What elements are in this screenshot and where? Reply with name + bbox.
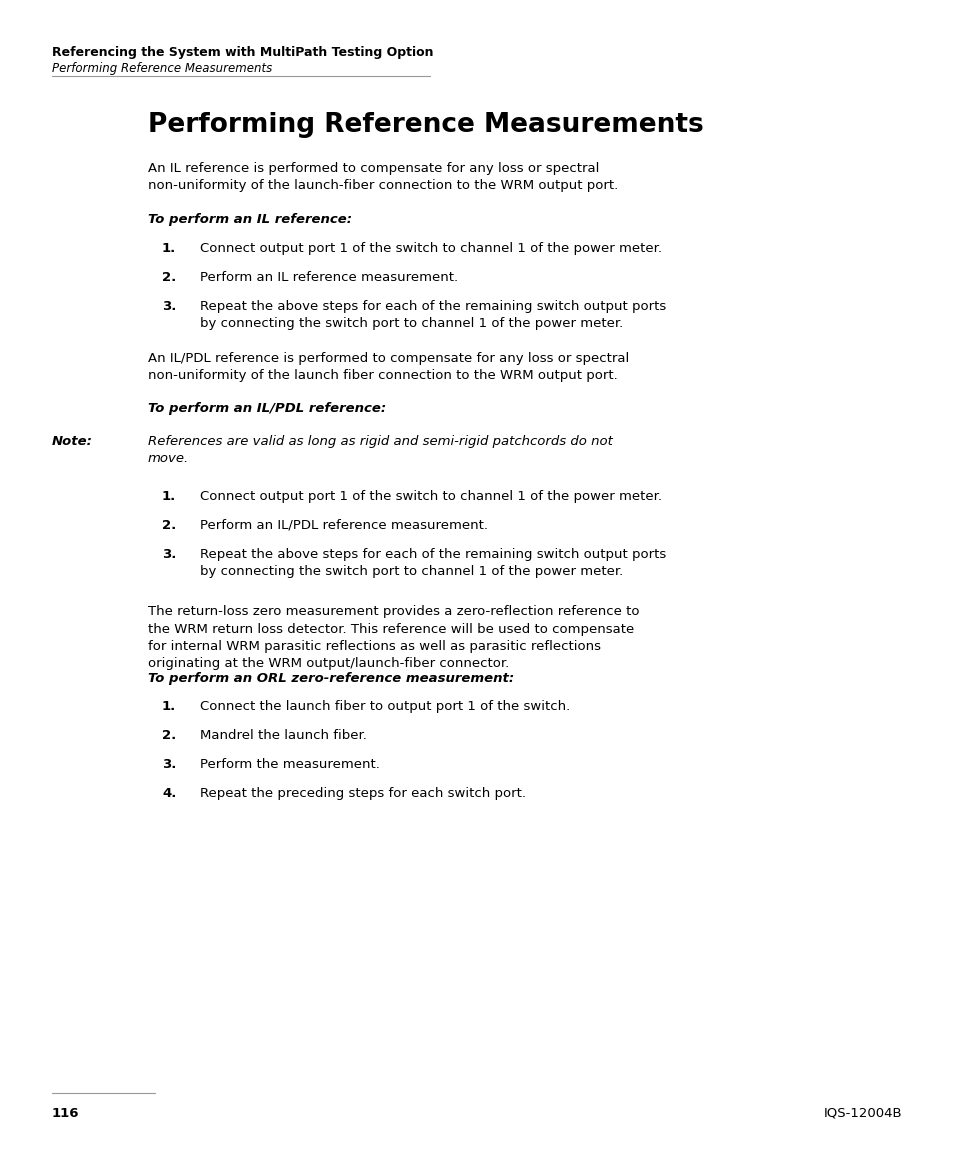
Text: 3.: 3. <box>162 758 176 771</box>
Text: Note:: Note: <box>52 435 92 449</box>
Text: 1.: 1. <box>162 242 176 255</box>
Text: 2.: 2. <box>162 271 176 284</box>
Text: An IL reference is performed to compensate for any loss or spectral
non-uniformi: An IL reference is performed to compensa… <box>148 162 618 192</box>
Text: IQS-12004B: IQS-12004B <box>822 1107 901 1120</box>
Text: Referencing the System with MultiPath Testing Option: Referencing the System with MultiPath Te… <box>52 46 433 59</box>
Text: 2.: 2. <box>162 519 176 532</box>
Text: Perform the measurement.: Perform the measurement. <box>200 758 379 771</box>
Text: Connect output port 1 of the switch to channel 1 of the power meter.: Connect output port 1 of the switch to c… <box>200 490 661 503</box>
Text: Perform an IL reference measurement.: Perform an IL reference measurement. <box>200 271 457 284</box>
Text: To perform an IL/PDL reference:: To perform an IL/PDL reference: <box>148 402 386 415</box>
Text: 4.: 4. <box>162 787 176 800</box>
Text: Performing Reference Measurements: Performing Reference Measurements <box>52 61 272 75</box>
Text: The return-loss zero measurement provides a zero-reflection reference to
the WRM: The return-loss zero measurement provide… <box>148 605 639 671</box>
Text: Perform an IL/PDL reference measurement.: Perform an IL/PDL reference measurement. <box>200 519 488 532</box>
Text: 3.: 3. <box>162 300 176 313</box>
Text: Mandrel the launch fiber.: Mandrel the launch fiber. <box>200 729 367 742</box>
Text: 3.: 3. <box>162 548 176 561</box>
Text: To perform an ORL zero-reference measurement:: To perform an ORL zero-reference measure… <box>148 672 514 685</box>
Text: 1.: 1. <box>162 700 176 713</box>
Text: Repeat the above steps for each of the remaining switch output ports
by connecti: Repeat the above steps for each of the r… <box>200 300 665 330</box>
Text: Performing Reference Measurements: Performing Reference Measurements <box>148 112 703 138</box>
Text: Connect the launch fiber to output port 1 of the switch.: Connect the launch fiber to output port … <box>200 700 570 713</box>
Text: Repeat the preceding steps for each switch port.: Repeat the preceding steps for each swit… <box>200 787 525 800</box>
Text: Connect output port 1 of the switch to channel 1 of the power meter.: Connect output port 1 of the switch to c… <box>200 242 661 255</box>
Text: 1.: 1. <box>162 490 176 503</box>
Text: References are valid as long as rigid and semi-rigid patchcords do not
move.: References are valid as long as rigid an… <box>148 435 612 466</box>
Text: 2.: 2. <box>162 729 176 742</box>
Text: An IL/PDL reference is performed to compensate for any loss or spectral
non-unif: An IL/PDL reference is performed to comp… <box>148 352 629 382</box>
Text: Repeat the above steps for each of the remaining switch output ports
by connecti: Repeat the above steps for each of the r… <box>200 548 665 578</box>
Text: 116: 116 <box>52 1107 79 1120</box>
Text: To perform an IL reference:: To perform an IL reference: <box>148 213 352 226</box>
